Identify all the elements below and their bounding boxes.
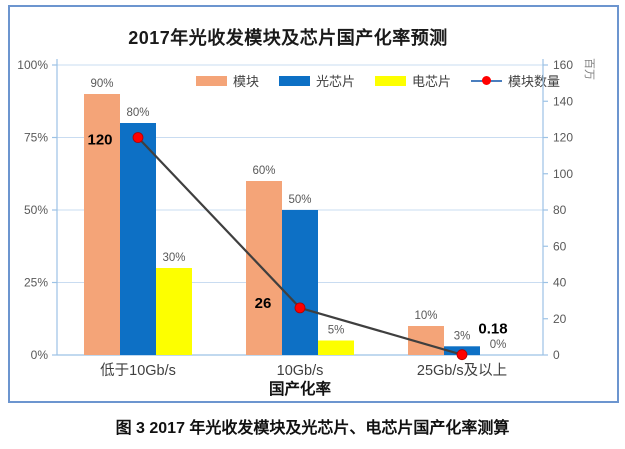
legend-line-marker-icon [471, 76, 503, 86]
bar-电芯片-0 [156, 268, 192, 355]
line-marker-2 [456, 349, 468, 361]
left-axis-tick-label: 75% [24, 131, 48, 145]
line-marker-1 [294, 302, 306, 314]
left-axis-tick-label: 25% [24, 276, 48, 290]
left-axis-tick-label: 0% [31, 348, 49, 362]
chart-legend: 模块 光芯片 电芯片 模块数量 [196, 71, 560, 90]
right-axis-tick-label: 60 [553, 239, 567, 253]
bar-value-label: 50% [288, 194, 311, 206]
bar-光芯片-1 [282, 210, 318, 355]
legend-label: 光芯片 [316, 74, 356, 89]
bar-value-label: 0% [490, 339, 507, 351]
right-axis-unit-label: 百万 [583, 58, 595, 80]
bar-value-label: 10% [414, 310, 437, 322]
line-marker-0 [132, 132, 144, 143]
right-axis-tick-label: 120 [553, 131, 573, 145]
right-axis-tick-label: 160 [553, 58, 573, 72]
right-axis-tick-label: 40 [553, 276, 567, 290]
bar-电芯片-1 [318, 340, 354, 355]
legend-item-电芯片: 电芯片 [375, 71, 451, 90]
line-value-label: 26 [255, 295, 272, 312]
bar-value-label: 30% [162, 252, 185, 264]
left-axis-tick-label: 100% [17, 58, 48, 72]
right-axis-tick-label: 20 [553, 312, 567, 326]
bar-value-label: 3% [454, 330, 471, 342]
combo-chart-svg: 0% 25% 50% 75% 100% 0 20 40 60 80 100 120 140 160 百万 90… [17, 58, 595, 398]
bar-模块-1 [246, 181, 282, 355]
legend-item-模块: 模块 [196, 71, 259, 90]
right-axis-tick-label: 80 [553, 203, 567, 217]
legend-label: 模块 [233, 74, 260, 89]
right-axis-tick-label: 100 [553, 167, 573, 181]
category-label-1: 10Gb/s [277, 363, 324, 379]
legend-swatch-icon [375, 75, 407, 86]
x-axis-title: 国产化率 [269, 379, 332, 398]
bar-模块-0 [84, 94, 120, 355]
bar-光芯片-0 [120, 123, 156, 355]
right-axis-tick-label: 0 [553, 348, 560, 362]
line-value-label: 120 [87, 132, 112, 149]
right-axis-tick-label: 140 [553, 94, 573, 108]
category-label-2: 25Gb/s及以上 [417, 362, 507, 379]
bar-value-label: 5% [328, 325, 345, 337]
left-axis-tick-label: 50% [24, 203, 48, 217]
bar-value-label: 90% [90, 78, 113, 90]
line-value-label: 0.18 [478, 321, 507, 338]
bar-value-label: 80% [126, 107, 149, 119]
category-label-0: 低于10Gb/s [100, 362, 176, 379]
legend-label: 电芯片 [412, 74, 452, 89]
bar-value-label: 60% [252, 165, 275, 177]
legend-swatch-icon [279, 75, 311, 86]
figure-caption: 图 3 2017 年光收发模块及光芯片、电芯片国产化率测算 [115, 420, 510, 437]
legend-label: 模块数量 [508, 74, 561, 89]
chart-title: 2017年光收发模块及芯片国产化率预测 [128, 28, 448, 48]
legend-item-模块数量: 模块数量 [471, 71, 560, 90]
legend-item-光芯片: 光芯片 [279, 71, 355, 90]
legend-swatch-icon [196, 75, 227, 86]
